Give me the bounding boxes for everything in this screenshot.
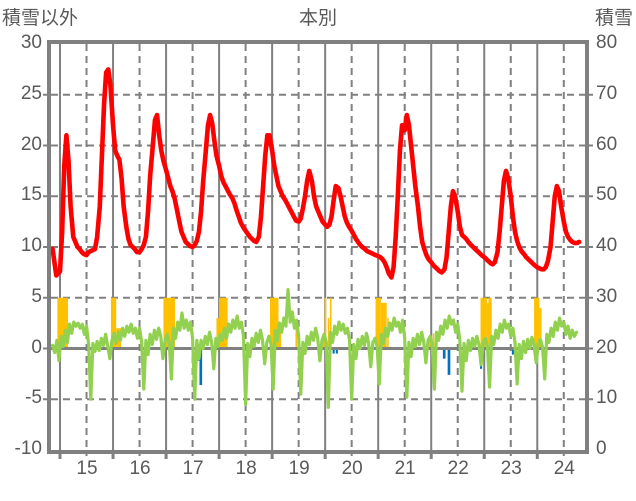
x-tick-23: 23 [500,458,522,479]
chart-title: 本別 [298,8,337,29]
x-tick-15: 15 [76,458,98,479]
green-series-layer [51,288,579,409]
y-tick-right-10: 10 [596,387,618,409]
x-tick-24: 24 [553,458,575,479]
x-tick-18: 18 [235,458,257,479]
y-tick-left-30: 30 [20,32,42,53]
x-tick-19: 19 [288,458,310,479]
y-tick-right-30: 30 [596,285,618,307]
x-tick-16: 16 [129,458,151,479]
x-tick-21: 21 [394,458,416,479]
y-tick-left-10: 10 [20,235,42,256]
left-axis-title: 積雪以外 [2,8,79,29]
x-tick-20: 20 [341,458,363,479]
x-tick-22: 22 [447,458,469,479]
y-tick-right-40: 40 [596,235,618,256]
plot-area [47,40,589,454]
y-tick-right-0: 0 [596,438,607,459]
y-tick-left-25: 25 [20,82,42,104]
y-tick-left--5: -5 [25,387,42,409]
y-tick-left--10: -10 [14,438,42,459]
red-series-layer [51,67,582,280]
y-tick-right-80: 80 [596,32,618,53]
right-axis-title: 積雪 [594,8,633,29]
y-tick-right-70: 70 [596,82,618,104]
y-tick-left-5: 5 [31,285,42,307]
y-tick-left-20: 20 [20,133,42,155]
y-tick-left-15: 15 [20,184,42,206]
x-tick-17: 17 [182,458,204,479]
y-tick-right-60: 60 [596,133,618,155]
y-tick-right-20: 20 [596,336,618,358]
y-tick-left-0: 0 [31,336,42,358]
y-tick-right-50: 50 [596,184,618,206]
